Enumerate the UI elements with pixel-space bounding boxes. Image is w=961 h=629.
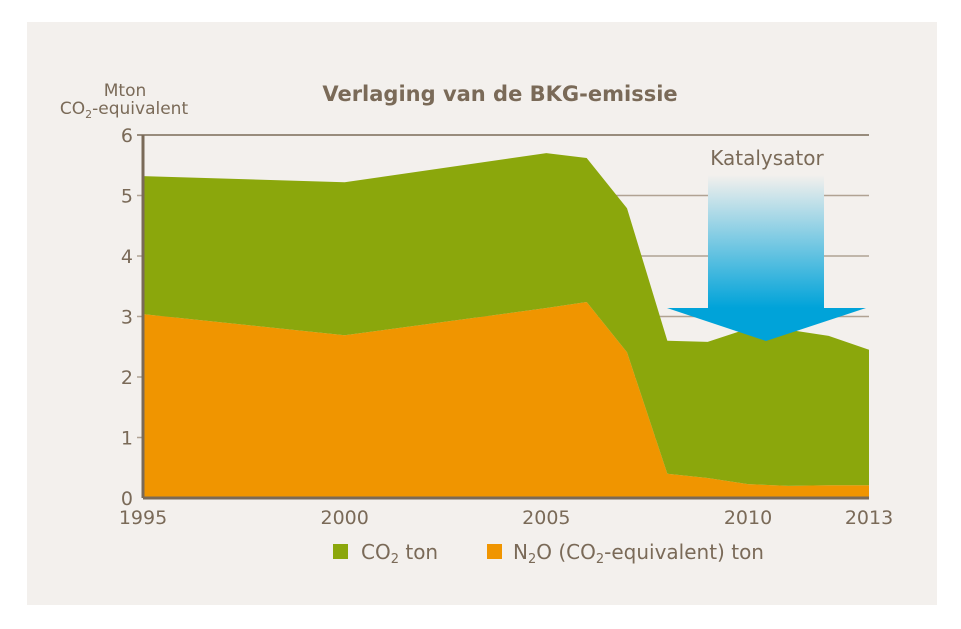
y-tick-label: 6 (121, 125, 133, 147)
x-tick-label: 2005 (522, 507, 570, 529)
y-tick-label: 0 (121, 488, 133, 510)
y-axis-label: CO2-equivalent (60, 99, 189, 121)
y-axis-label-unit: Mton (104, 81, 147, 101)
legend-swatch-co2 (333, 544, 348, 559)
chart-title: Verlaging van de BKG-emissie (322, 82, 677, 106)
area-series-0 (143, 301, 869, 498)
legend: CO2 ton N2O (CO2-equivalent) ton (333, 540, 764, 567)
x-tick-label: 2000 (320, 507, 368, 529)
y-tick-label: 3 (121, 307, 133, 329)
arrow-shaft (708, 175, 824, 308)
area-series-1 (143, 153, 869, 486)
legend-swatch-n2o (487, 544, 502, 559)
katalysator-arrow (667, 175, 866, 341)
x-tick-label: 1995 (119, 507, 167, 529)
y-tick-label: 5 (121, 186, 133, 208)
arrow-head-icon (667, 308, 866, 341)
x-tick-label: 2013 (845, 507, 893, 529)
x-tick-label: 2010 (724, 507, 772, 529)
annotation-katalysator: Katalysator (710, 146, 824, 170)
y-tick-label: 4 (121, 246, 133, 268)
y-tick-label: 2 (121, 367, 133, 389)
y-tick-label: 1 (121, 428, 133, 450)
legend-label-co2: CO2 ton (361, 540, 438, 567)
legend-label-n2o: N2O (CO2-equivalent) ton (513, 540, 764, 567)
